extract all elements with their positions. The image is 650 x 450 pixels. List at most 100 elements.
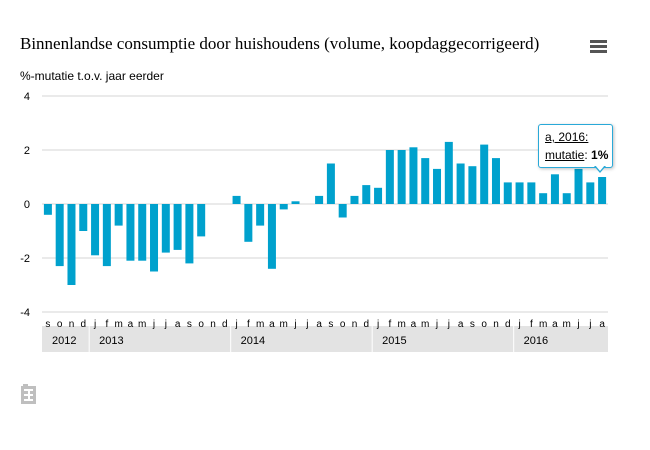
bar [409, 147, 418, 204]
x-tick-label: m [421, 319, 429, 330]
x-tick-label: s [45, 319, 50, 330]
bar [456, 163, 465, 204]
x-tick-label: s [328, 319, 333, 330]
x-tick-label: j [576, 319, 579, 330]
bar [362, 185, 371, 204]
bar [244, 204, 253, 242]
x-tick-label: j [152, 319, 155, 330]
bar [574, 168, 583, 204]
x-tick-label: s [470, 319, 475, 330]
bar [138, 204, 147, 261]
x-tick-label: a [411, 319, 417, 330]
x-tick-label: d [363, 319, 369, 330]
bar [421, 158, 430, 204]
x-tick-label: j [234, 319, 237, 330]
bar [91, 204, 100, 256]
x-tick-label: j [435, 319, 438, 330]
x-tick-label: a [175, 319, 181, 330]
bar [67, 204, 76, 285]
y-axis-label: %-mutatie t.o.v. jaar eerder [20, 69, 164, 83]
bar [562, 193, 571, 204]
y-tick-label: 2 [24, 145, 30, 157]
year-label: 2012 [52, 335, 76, 347]
bar [102, 204, 111, 267]
year-label: 2015 [382, 335, 406, 347]
x-tick-label: s [187, 319, 192, 330]
bar [114, 204, 123, 226]
menu-icon[interactable] [590, 40, 608, 54]
tooltip-value-line: mutatie: 1% [545, 148, 608, 162]
bar [598, 177, 607, 204]
x-tick-label: a [599, 319, 605, 330]
y-tick-label: 4 [24, 91, 30, 103]
year-label: 2016 [524, 335, 548, 347]
bar [468, 166, 477, 204]
x-tick-label: d [505, 319, 511, 330]
x-tick-label: j [164, 319, 167, 330]
bar [161, 204, 170, 253]
x-tick-label: j [376, 319, 379, 330]
x-tick-label: a [552, 319, 558, 330]
x-tick-label: j [293, 319, 296, 330]
year-label: 2014 [241, 335, 265, 347]
bar [350, 195, 359, 204]
bar [43, 204, 52, 215]
x-tick-label: m [397, 319, 405, 330]
bar [173, 204, 182, 250]
bar [315, 195, 324, 204]
x-tick-label: d [80, 319, 86, 330]
bar [326, 163, 335, 204]
year-label: 2013 [99, 335, 123, 347]
x-tick-label: n [69, 319, 75, 330]
bar [444, 141, 453, 204]
x-tick-label: d [222, 319, 228, 330]
x-tick-label: j [447, 319, 450, 330]
chart-title: Binnenlandse consumptie door huishoudens… [20, 34, 540, 53]
x-tick-label: a [458, 319, 464, 330]
bar [480, 144, 489, 204]
x-tick-label: j [93, 319, 96, 330]
bar [291, 201, 300, 204]
x-tick-label: n [493, 319, 499, 330]
x-tick-label: m [256, 319, 264, 330]
tooltip-value: 1% [591, 148, 609, 162]
x-tick-label: f [388, 319, 391, 330]
x-tick-label: m [563, 319, 571, 330]
bar [267, 204, 276, 269]
x-tick-label: o [198, 319, 204, 330]
tooltip-key: mutatie [545, 148, 585, 162]
x-tick-label: o [481, 319, 487, 330]
bar [185, 204, 194, 264]
x-tick-label: m [539, 319, 547, 330]
tooltip: a, 2016: mutatie: 1% [538, 124, 613, 173]
bar [550, 174, 559, 204]
bar [150, 204, 159, 272]
bar [491, 158, 500, 204]
x-tick-label: f [247, 319, 250, 330]
bar [197, 204, 206, 237]
bar [126, 204, 135, 261]
bar [503, 182, 512, 204]
y-tick-label: -2 [20, 253, 30, 265]
y-tick-label: -4 [20, 307, 30, 319]
bar [539, 193, 548, 204]
x-tick-label: m [138, 319, 146, 330]
x-tick-label: a [269, 319, 275, 330]
bar [79, 204, 88, 231]
x-tick-label: j [588, 319, 591, 330]
bar [55, 204, 64, 267]
x-tick-label: a [128, 319, 134, 330]
bar [586, 182, 595, 204]
x-tick-label: a [316, 319, 322, 330]
x-tick-label: j [305, 319, 308, 330]
tooltip-title: a, 2016: [545, 130, 589, 144]
x-tick-label: n [352, 319, 358, 330]
bar [515, 182, 524, 204]
bar [385, 150, 394, 204]
x-tick-label: f [105, 319, 108, 330]
bar [433, 168, 442, 204]
bar [279, 204, 288, 210]
cbs-logo-icon [21, 384, 36, 404]
bar [527, 182, 536, 204]
bar [374, 187, 383, 204]
